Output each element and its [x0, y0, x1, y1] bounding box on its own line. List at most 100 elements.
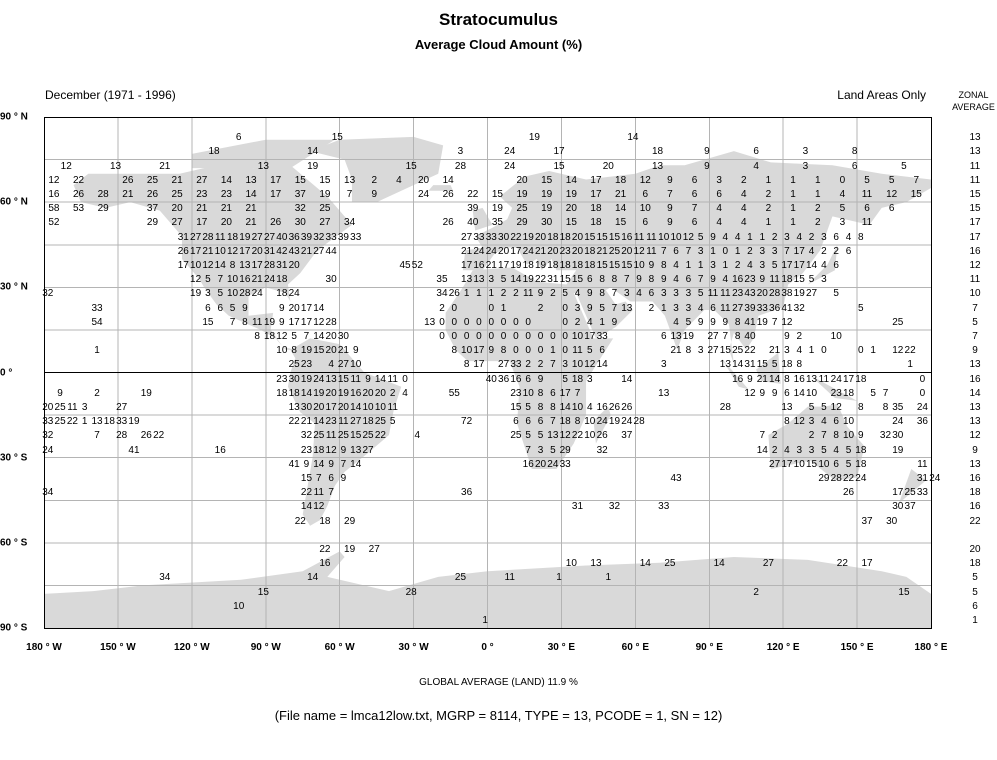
cell-value: 22: [836, 558, 848, 570]
cell-value: 8: [882, 401, 889, 413]
cell-value: 40: [485, 373, 497, 385]
zonal-average-value: 13: [969, 416, 981, 428]
land-australia: [768, 403, 865, 481]
cell-value: 12: [325, 444, 337, 456]
cell-value: 21: [769, 345, 781, 357]
cell-value: 1: [734, 245, 741, 257]
zonal-average-value: 13: [969, 458, 981, 470]
cell-value: 9: [697, 316, 704, 328]
cell-value: 34: [42, 487, 54, 499]
cell-value: 24: [596, 416, 608, 428]
cell-value: 26: [596, 430, 608, 442]
chart-subtitle: Average Cloud Amount (%): [414, 37, 583, 52]
latitude-label: 0 °: [0, 367, 13, 378]
zonal-average-value: 18: [969, 487, 981, 499]
cell-value: 11: [251, 316, 263, 328]
zonal-average-value: 18: [969, 558, 981, 570]
cell-value: 13: [245, 174, 257, 186]
zonal-header-line1: ZONAL: [958, 90, 989, 100]
cell-value: 18: [855, 444, 867, 456]
cell-value: 9: [587, 302, 593, 314]
cell-value: 19: [892, 444, 904, 456]
cell-value: 24: [916, 401, 928, 413]
cell-value: 14: [300, 501, 313, 513]
cell-value: 5: [537, 430, 544, 442]
cell-value: 2: [371, 174, 377, 186]
cell-value: 1: [710, 245, 716, 257]
cell-value: 4: [784, 444, 790, 456]
cell-value: 0: [550, 331, 556, 342]
cell-value: 6: [525, 373, 531, 385]
cell-value: 32: [300, 430, 313, 442]
cell-value: 19: [534, 260, 547, 272]
cell-value: 13: [325, 373, 337, 385]
cell-value: 0: [919, 373, 926, 385]
cell-value: 11: [387, 373, 398, 385]
cell-value: 6: [691, 189, 698, 201]
cell-value: 22: [571, 430, 584, 442]
period-label: December (1971 - 1996): [45, 88, 176, 102]
cell-value: 29: [559, 444, 571, 456]
cell-value: 15: [910, 189, 922, 201]
cell-value: 21: [159, 160, 171, 172]
cell-value: 3: [839, 217, 846, 229]
cell-value: 1: [765, 217, 772, 229]
cell-value: 23: [300, 359, 313, 371]
cell-value: 1: [605, 572, 612, 584]
cell-value: 6: [833, 416, 839, 428]
cell-value: 5: [858, 302, 864, 314]
cell-value: 6: [851, 160, 858, 172]
cell-value: 13: [781, 401, 793, 413]
cell-value: 5: [697, 231, 704, 243]
cell-value: 5: [808, 274, 815, 286]
zonal-average-value: 14: [969, 387, 981, 399]
cell-value: 0: [513, 331, 519, 342]
cell-value: 7: [303, 331, 310, 342]
land-south-america: [287, 338, 402, 526]
cell-value: 25: [362, 430, 374, 442]
cell-value: 4: [808, 245, 815, 257]
cell-value: 2: [389, 387, 396, 399]
cell-value: 20: [621, 245, 633, 257]
longitude-label: 90 ° W: [250, 642, 281, 653]
cell-value: 20: [325, 387, 337, 399]
cell-value: 6: [716, 189, 722, 201]
cell-value: 0: [821, 345, 827, 357]
cell-value: 27: [362, 444, 374, 456]
cell-value: 15: [202, 316, 214, 328]
cell-value: 12: [830, 401, 842, 413]
cell-value: 2: [765, 203, 772, 215]
cell-value: 1: [790, 203, 796, 215]
cell-value: 23: [510, 387, 522, 399]
cell-value: 11: [720, 288, 731, 300]
cell-value: 5: [217, 288, 223, 300]
cell-value: 5: [771, 359, 778, 371]
cell-value: 52: [48, 217, 60, 229]
cell-value: 6: [864, 203, 870, 215]
cell-value: 6: [205, 302, 211, 314]
cell-value: 14: [350, 458, 362, 470]
cell-value: 11: [350, 373, 361, 385]
cell-value: 7: [340, 458, 347, 470]
cell-value: 6: [235, 132, 242, 144]
cell-value: 29: [516, 217, 528, 229]
cell-value: 23: [744, 274, 756, 286]
zonal-header-line2: AVERAGE: [952, 102, 995, 112]
cell-value: 17: [461, 260, 473, 272]
longitude-label: 180 ° E: [914, 642, 948, 653]
cell-value: 2: [821, 245, 827, 257]
land-arctic-archipelago: [191, 139, 335, 169]
longitude-label: 30 ° W: [398, 642, 429, 653]
cell-value: 8: [796, 359, 803, 371]
latitude-label: 60 ° N: [0, 196, 28, 208]
cell-value: 33: [473, 231, 485, 243]
cell-value: 18: [319, 515, 331, 527]
cell-value: 12: [639, 174, 651, 186]
zonal-average-value: 16: [969, 501, 981, 513]
cell-value: 18: [263, 331, 276, 342]
cell-value: 17: [781, 260, 793, 272]
cell-value: 20: [288, 302, 300, 314]
cell-value: 5: [888, 174, 895, 186]
cell-value: 11: [769, 274, 780, 286]
cell-value: 2: [574, 316, 581, 328]
